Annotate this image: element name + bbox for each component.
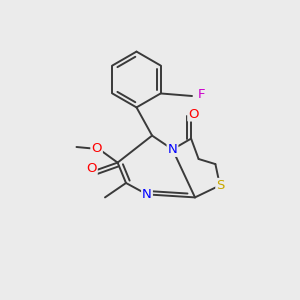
Text: N: N [142,188,152,201]
Text: F: F [198,88,206,101]
Text: N: N [168,143,177,156]
Text: O: O [86,162,97,175]
Text: O: O [188,107,199,121]
Text: S: S [216,179,225,192]
Text: O: O [92,142,102,155]
